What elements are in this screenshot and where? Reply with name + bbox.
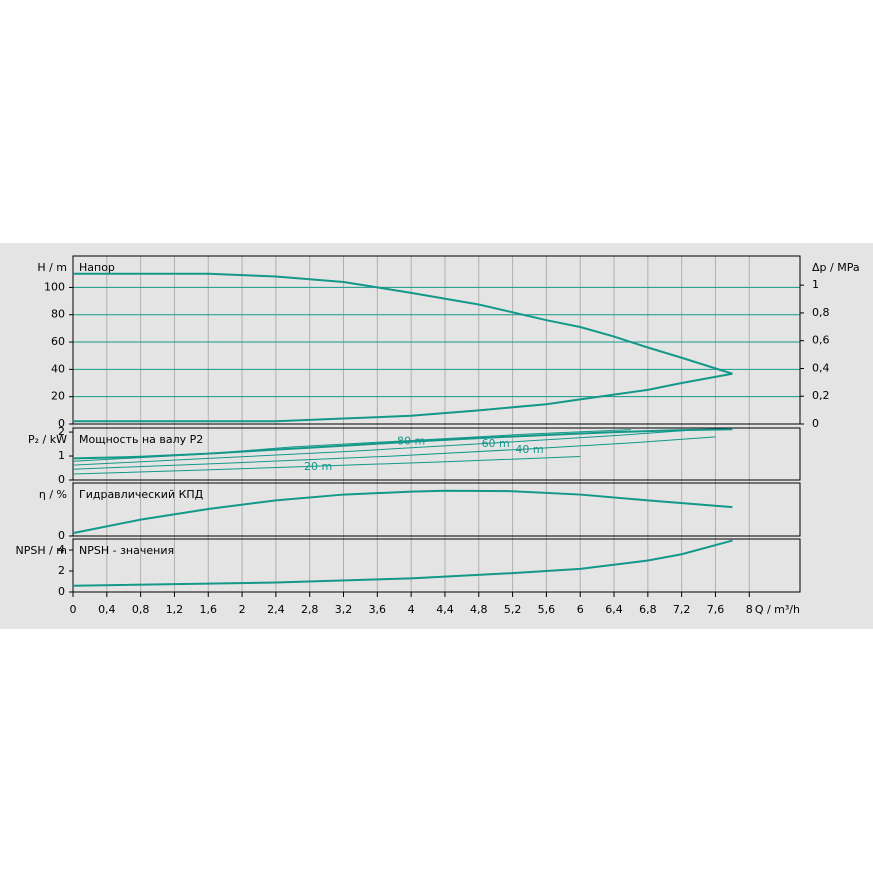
y2-tick-label: 0,2 <box>812 389 830 402</box>
x-tick-label: 4,8 <box>470 603 488 616</box>
x-tick-label: 3,6 <box>369 603 387 616</box>
y2-tick-label: 0,8 <box>812 306 830 319</box>
panel-frame <box>72 255 801 425</box>
panel-frame <box>72 482 801 537</box>
y-tick-label: 0 <box>58 529 65 542</box>
curve-label: 80 m <box>397 434 425 447</box>
y-axis-label: η / % <box>39 488 67 501</box>
y2-tick-label: 0 <box>812 417 819 430</box>
y-axis-label: P₂ / kW <box>28 433 67 446</box>
curve <box>73 272 733 375</box>
y-tick-label: 0 <box>58 417 65 430</box>
x-tick-label: 6 <box>577 603 584 616</box>
x-tick-label: 8 <box>746 603 753 616</box>
y-tick-label: 100 <box>44 280 65 293</box>
y2-tick-label: 0,4 <box>812 361 830 374</box>
y-tick-label: 0 <box>58 585 65 598</box>
x-tick-label: 0,4 <box>98 603 116 616</box>
y-tick-label: 2 <box>58 425 65 438</box>
y-tick-label: 80 <box>51 308 65 321</box>
panel-frame <box>72 427 801 481</box>
x-tick-label: 4,4 <box>436 603 454 616</box>
y-tick-label: 60 <box>51 335 65 348</box>
x-tick-label: 5,6 <box>538 603 556 616</box>
x-tick-label: 0,8 <box>132 603 150 616</box>
y-tick-label: 2 <box>58 564 65 577</box>
x-tick-label: 1,2 <box>166 603 184 616</box>
panel-title: NPSH - значения <box>79 544 174 557</box>
x-tick-label: 2,4 <box>267 603 285 616</box>
curve <box>72 456 581 475</box>
x-tick-label: 7,2 <box>673 603 691 616</box>
y-tick-label: 40 <box>51 362 65 375</box>
chart-background <box>0 243 873 629</box>
x-tick-label: 3,2 <box>335 603 353 616</box>
curve <box>72 429 631 462</box>
x-axis-label: Q / m³/h <box>755 603 800 616</box>
x-tick-label: 0 <box>70 603 77 616</box>
x-tick-label: 2 <box>239 603 246 616</box>
panel-title: Мощность на валу P2 <box>79 433 203 446</box>
curve-label: 40 m <box>515 443 543 456</box>
y2-tick-label: 0,6 <box>812 334 830 347</box>
x-tick-label: 6,8 <box>639 603 657 616</box>
y-tick-label: 0 <box>58 473 65 486</box>
y-tick-label: 4 <box>58 543 65 556</box>
curve <box>72 436 716 470</box>
curve-label: 60 m <box>482 437 510 450</box>
y-tick-label: 20 <box>51 390 65 403</box>
curve <box>72 429 699 466</box>
curve-label: 20 m <box>304 460 332 473</box>
x-tick-label: 5,2 <box>504 603 522 616</box>
x-tick-label: 1,6 <box>200 603 218 616</box>
y2-axis-label: Δp / MPa <box>812 261 860 274</box>
x-tick-label: 2,8 <box>301 603 319 616</box>
x-tick-label: 7,6 <box>707 603 725 616</box>
y-axis-label: H / m <box>37 261 67 274</box>
y-tick-label: 1 <box>58 449 65 462</box>
y-axis-label: NPSH / m <box>15 544 67 557</box>
panel-title: Напор <box>79 261 115 274</box>
x-tick-label: 4 <box>408 603 415 616</box>
panel-frame <box>72 538 801 593</box>
y2-tick-label: 1 <box>812 278 819 291</box>
curve <box>72 539 733 587</box>
curve <box>72 489 733 535</box>
panel-title: Гидравлический КПД <box>79 488 204 501</box>
x-tick-label: 6,4 <box>605 603 623 616</box>
curve <box>73 372 733 423</box>
